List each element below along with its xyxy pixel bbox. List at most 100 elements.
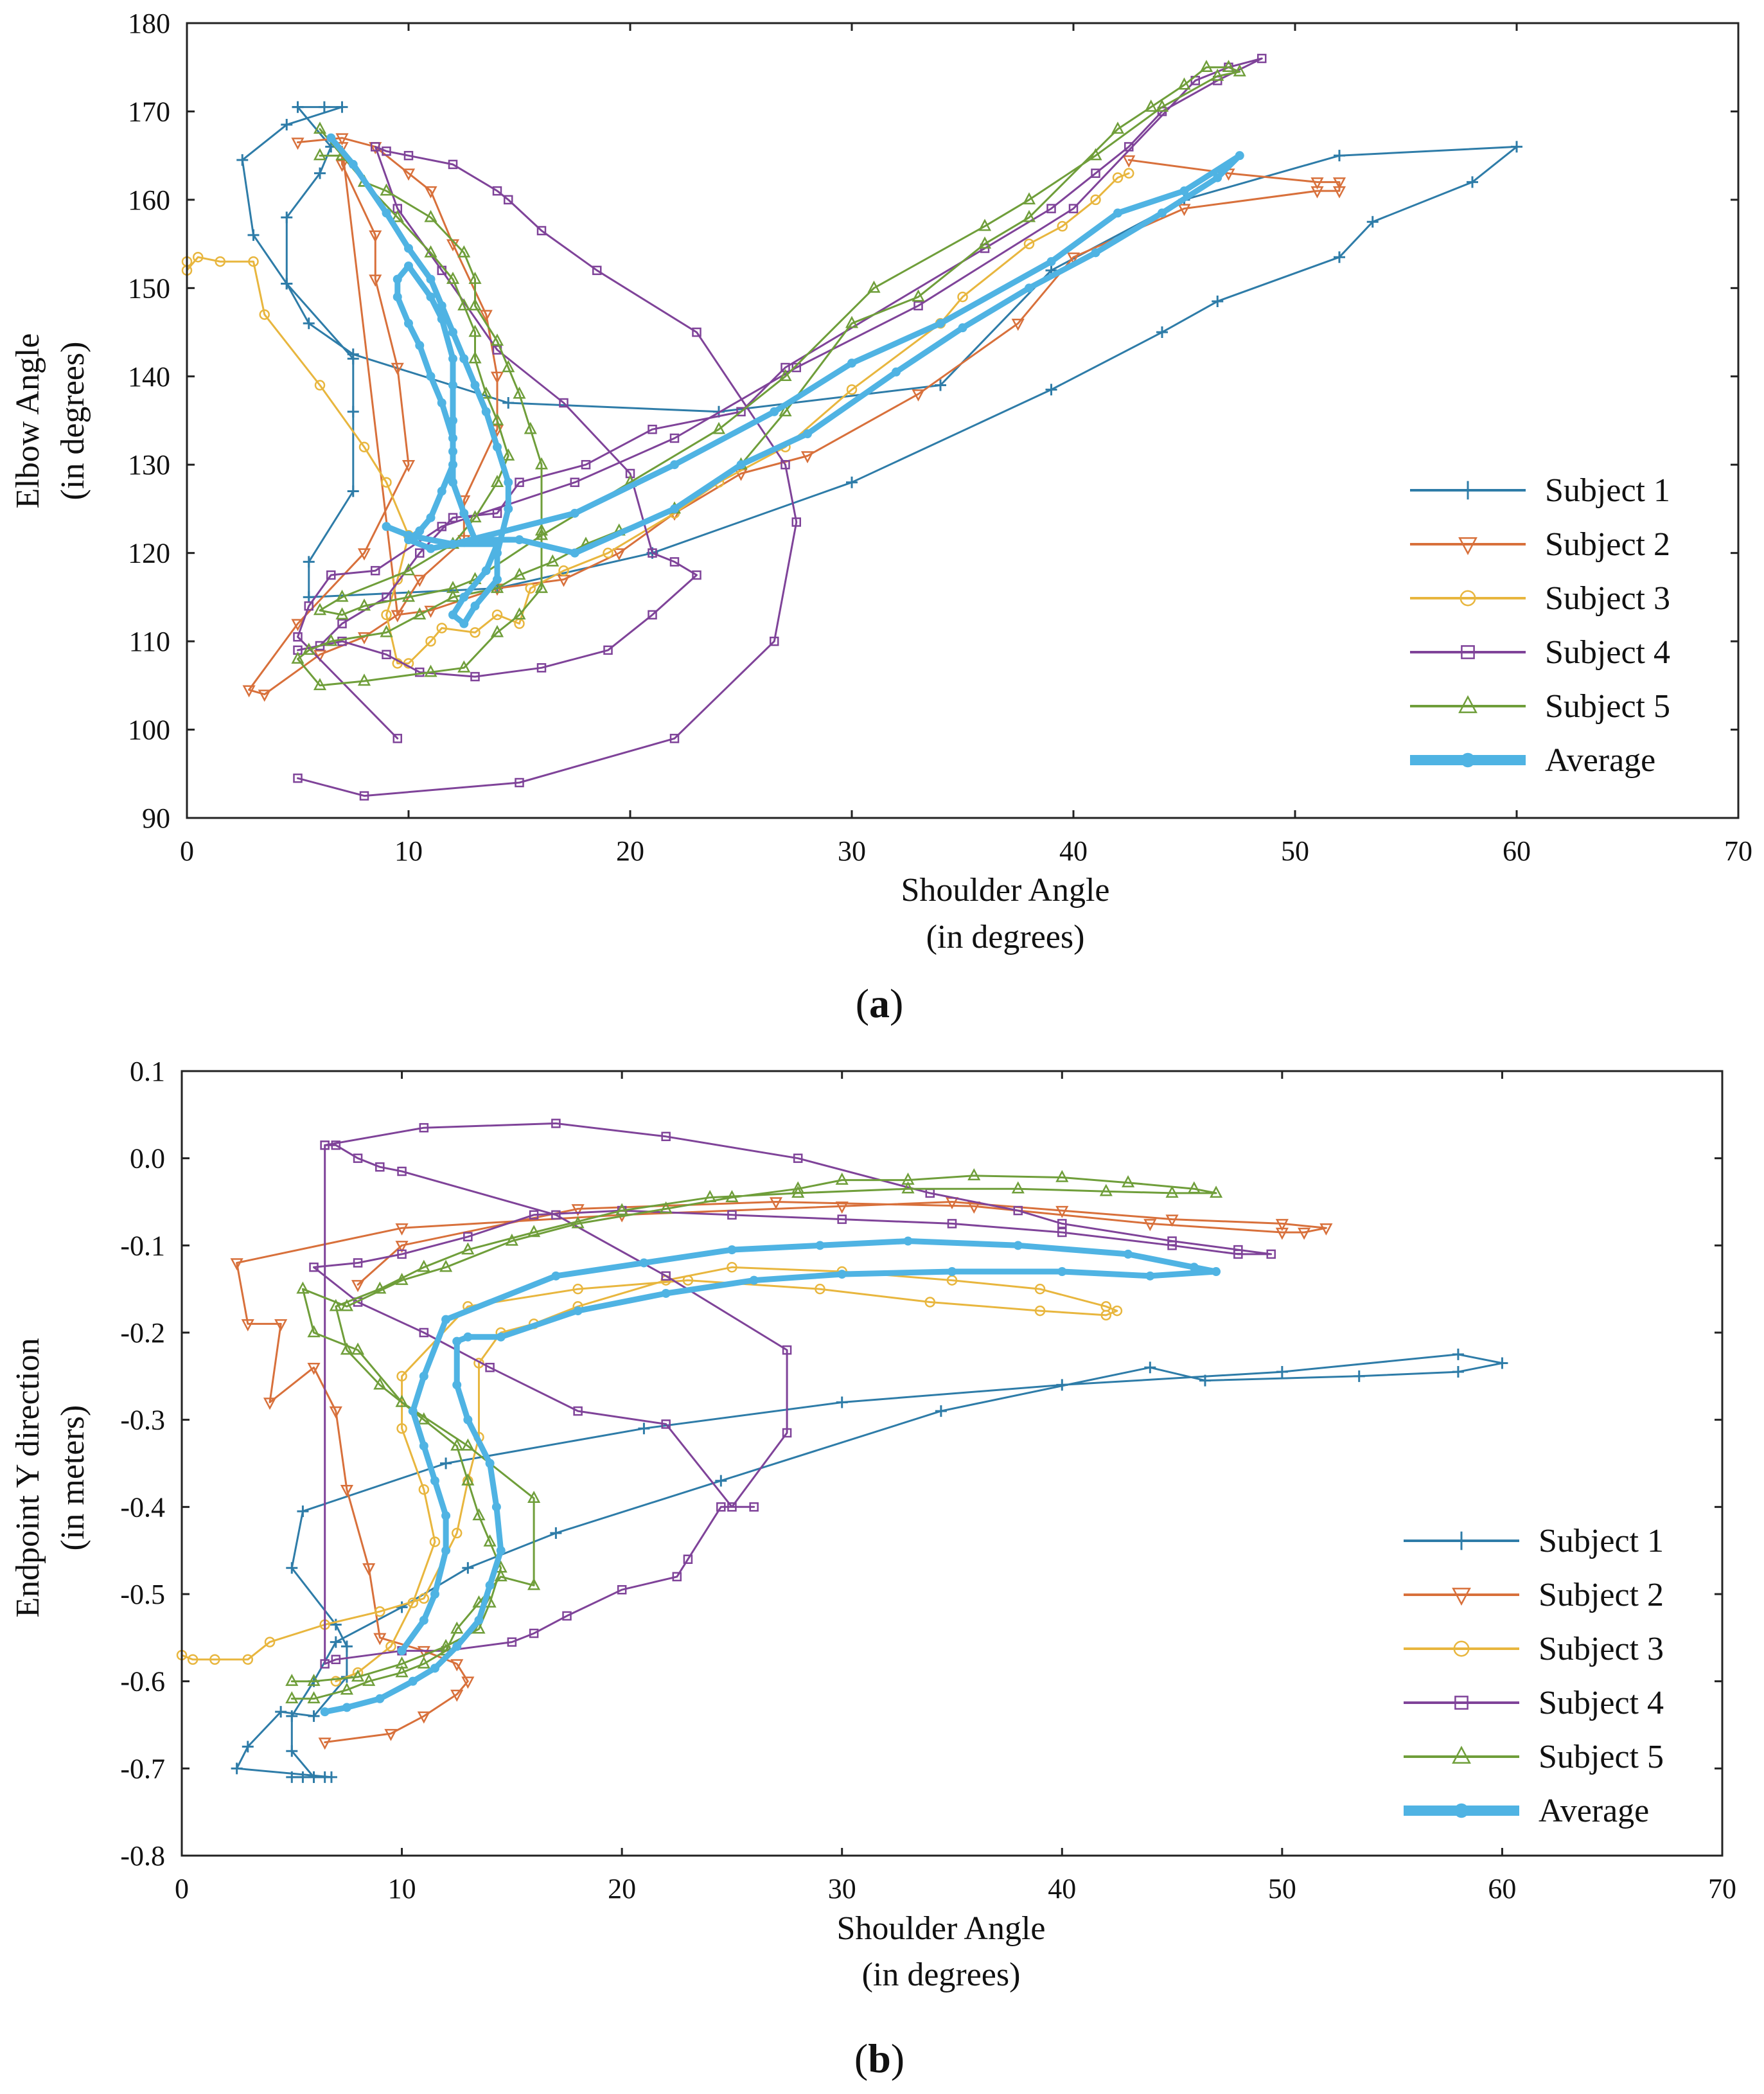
chart-b-point-subject-4	[782, 1345, 792, 1355]
chart-b-point-subject-4	[353, 1153, 363, 1163]
chart-a-point-subject-3	[436, 623, 447, 634]
chart-a-point-subject-5	[357, 598, 371, 611]
chart-b-point-subject-5	[307, 1691, 321, 1704]
chart-a-point-subject-4	[515, 477, 524, 487]
chart-b-series-layer	[176, 1119, 1508, 1783]
chart-a-legend-item-subject-3: Subject 3	[1410, 580, 1670, 617]
chart-b-point-subject-4	[837, 1214, 847, 1224]
chart-b-point-subject-2	[395, 1241, 409, 1253]
chart-b-series-average	[320, 1236, 1221, 1717]
chart-a-point-subject-5	[1089, 148, 1102, 161]
chart-b-point-subject-5	[450, 1438, 464, 1451]
chart-a-point-subject-5	[534, 523, 549, 536]
chart-b-legend-item-subject-2: Subject 2	[1404, 1577, 1664, 1613]
chart-a-point-subject-3	[193, 251, 204, 263]
chart-a-point-average	[770, 407, 779, 416]
chart-a-point-subject-3	[259, 309, 270, 320]
chart-a-point-subject-5	[546, 554, 560, 567]
chart-a-point-average	[736, 460, 746, 470]
chart-b-point-subject-4	[529, 1210, 539, 1220]
chart-b-point-subject-5	[1165, 1185, 1179, 1198]
chart-a-point-subject-2	[258, 689, 271, 702]
chart-a-point-subject-1	[1467, 176, 1478, 188]
chart-a-series-subject-1	[236, 101, 1522, 603]
chart-b-point-subject-3	[187, 1654, 198, 1665]
chart-a-point-average	[448, 328, 457, 337]
chart-a-point-subject-5	[457, 245, 471, 258]
chart-b-point-subject-4	[661, 1271, 671, 1281]
chart-a-point-subject-5	[424, 209, 437, 222]
chart-a-legend-item-subject-2: Subject 2	[1410, 526, 1670, 563]
chart-a-point-subject-2	[424, 186, 437, 199]
chart-b-point-average	[727, 1245, 737, 1255]
chart-a-point-average	[1113, 208, 1122, 218]
chart-a-point-subject-4	[770, 636, 779, 646]
chart-a-point-subject-4	[492, 186, 502, 196]
chart-a-point-subject-2	[479, 310, 493, 323]
chart-a-point-average	[670, 504, 679, 513]
chart-a-point-average	[493, 539, 502, 549]
chart-b-point-subject-5	[1099, 1184, 1113, 1196]
chart-b-point-subject-5	[340, 1682, 354, 1695]
chart-b-point-subject-5	[285, 1674, 299, 1686]
chart-a-point-average	[803, 429, 812, 439]
chart-a-legend-marker-subject-3	[1460, 590, 1476, 607]
chart-b-point-average	[1057, 1267, 1067, 1277]
chart-a-xlabel-line2: (in degrees)	[926, 919, 1085, 955]
chart-b-point-average	[452, 1336, 462, 1346]
chart-b-point-subject-5	[505, 1233, 518, 1246]
chart-a-point-subject-5	[335, 589, 349, 602]
chart-a-point-subject-4	[669, 557, 680, 567]
chart-a-point-subject-5	[357, 673, 371, 686]
chart-a-point-subject-3	[846, 384, 858, 395]
chart-b-point-subject-2	[1143, 1219, 1157, 1232]
chart-b-point-subject-1	[440, 1457, 452, 1469]
chart-a-point-subject-5	[479, 386, 493, 399]
chart-a-point-subject-5	[313, 678, 327, 691]
chart-a-point-subject-3	[957, 291, 968, 303]
chart-a-point-subject-2	[335, 159, 349, 172]
chart-b-point-average	[419, 1371, 428, 1381]
chart-a-point-subject-1	[281, 211, 293, 224]
chart-b-point-subject-2	[1055, 1205, 1069, 1218]
chart-a-point-subject-5	[457, 660, 471, 673]
chart-a-point-average	[415, 526, 425, 536]
chart-b-point-average	[474, 1615, 484, 1625]
chart-a-point-subject-3	[381, 477, 392, 488]
chart-b-point-subject-1	[550, 1527, 562, 1539]
chart-a-legend-marker-subject-4	[1461, 645, 1475, 659]
chart-a-panel-letter: a	[869, 980, 890, 1026]
chart-a-point-subject-1	[303, 591, 315, 603]
chart-b-point-subject-5	[351, 1669, 365, 1682]
chart-a-xtick-label: 30	[838, 835, 866, 867]
chart-a-point-subject-5	[413, 607, 427, 620]
chart-a-series-average	[326, 133, 1244, 628]
chart-a-point-average	[404, 531, 413, 540]
chart-a-point-subject-1	[314, 167, 326, 179]
chart-a-point-subject-4	[337, 636, 347, 646]
chart-a-legend-label-subject-4: Subject 4	[1545, 634, 1670, 671]
chart-a-legend-marker-subject-1	[1458, 481, 1477, 500]
chart-a-point-subject-1	[303, 556, 315, 568]
chart-a-ylabel-line1: Elbow Angle	[10, 333, 46, 509]
chart-b-point-subject-4	[397, 1166, 407, 1176]
chart-a-point-subject-4	[304, 601, 313, 611]
chart-b-point-subject-2	[450, 1659, 464, 1672]
chart-b-point-subject-1	[325, 1771, 337, 1783]
chart-a-point-average	[570, 548, 579, 558]
chart-a-point-subject-4	[326, 570, 336, 580]
chart-b-point-average	[485, 1459, 495, 1468]
chart-a-point-subject-2	[401, 168, 416, 181]
chart-b-point-subject-2	[230, 1258, 243, 1271]
chart-b-point-average	[1145, 1271, 1155, 1281]
chart-a-point-average	[1025, 283, 1034, 293]
chart-b-point-subject-4	[1233, 1249, 1243, 1259]
chart-a-point-subject-5	[446, 271, 460, 284]
chart-b-xtick-label: 20	[608, 1873, 636, 1904]
chart-b-point-subject-1	[396, 1601, 408, 1613]
chart-b-point-average	[903, 1236, 913, 1246]
chart-b-point-average	[485, 1581, 495, 1590]
chart-a-point-subject-4	[781, 459, 790, 470]
chart-a-ytick-label: 130	[128, 449, 170, 481]
chart-b-xtick-label: 30	[828, 1873, 856, 1904]
